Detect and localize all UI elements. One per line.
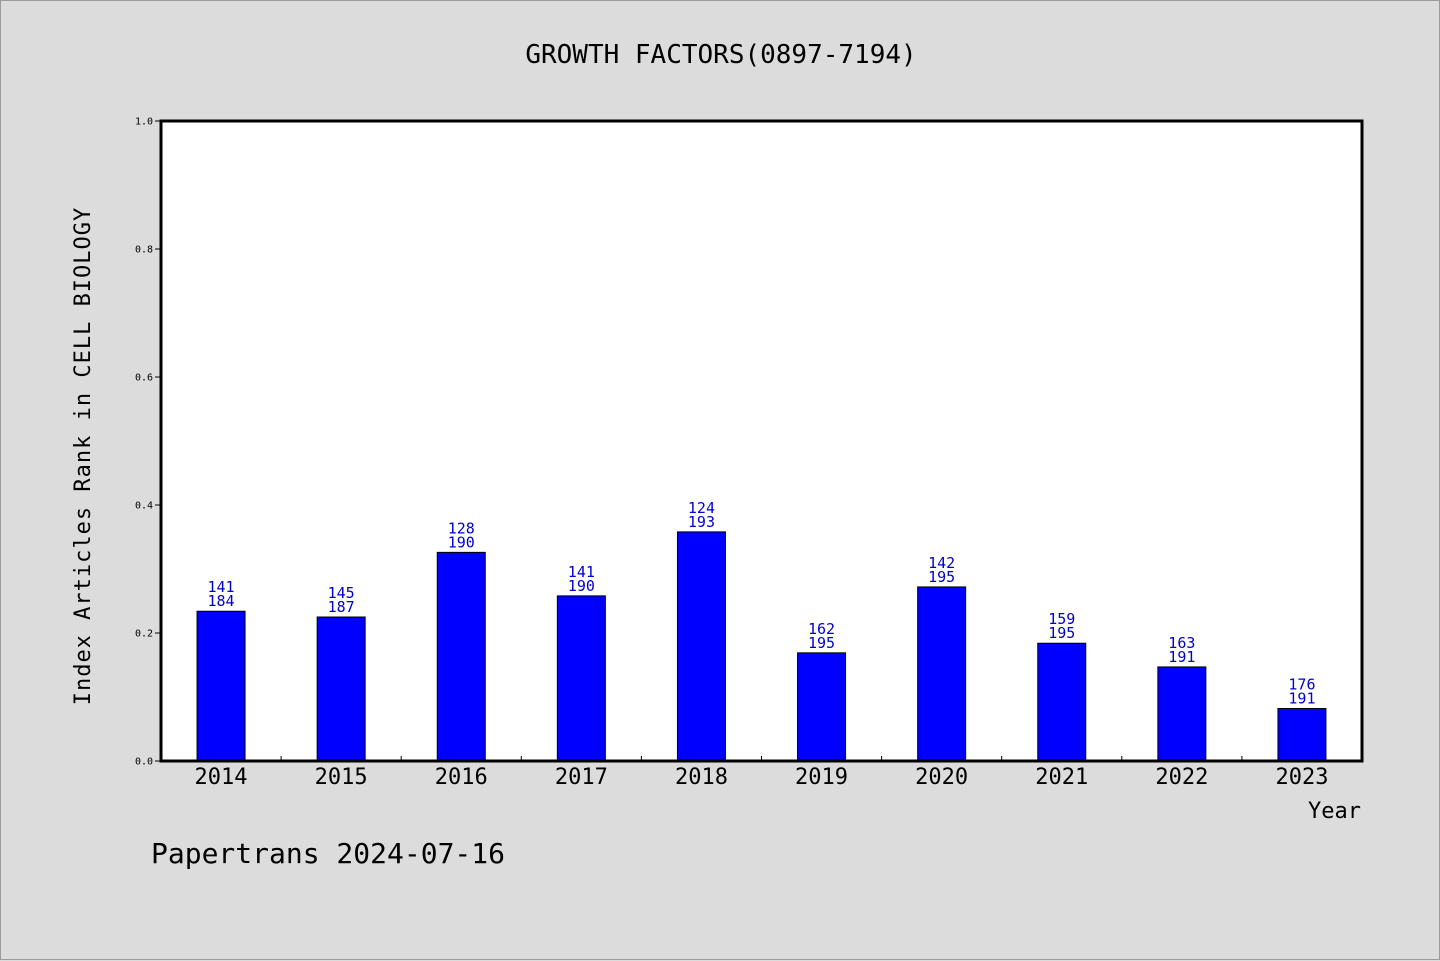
chart-title: GROWTH FACTORS(0897-7194) [525,40,916,70]
x-tick-label: 2015 [315,765,368,790]
x-tick-label: 2019 [795,765,848,790]
total-label: 193 [688,513,715,531]
total-label: 184 [208,592,235,610]
bar [1277,708,1327,762]
total-label: 187 [328,598,355,616]
bar [1157,666,1207,762]
y-tick-label: 0.2 [135,629,153,640]
total-label: 191 [1168,648,1195,666]
total-label: 191 [1288,690,1315,708]
rank-label: 163 [1168,634,1195,652]
footer-credit: Papertrans 2024-07-16 [151,837,505,870]
bar [917,586,967,762]
x-tick-label: 2021 [1035,765,1088,790]
y-axis-label: Index Articles Rank in CELL BIOLOGY [71,207,96,706]
x-tick-label: 2023 [1275,765,1328,790]
rank-label: 159 [1048,610,1075,628]
bar [316,616,366,762]
y-axis-ticks: 0.0 0.2 0.4 0.6 0.8 1.0 [135,117,161,768]
y-tick-label: 0.6 [135,373,153,384]
bar [797,652,847,762]
bar [196,610,246,762]
x-tick-label: 2016 [435,765,488,790]
rank-label: 176 [1288,676,1315,694]
y-tick-label: 0.8 [135,245,153,256]
total-label: 195 [928,568,955,586]
x-axis-label: Year [1308,799,1361,824]
rank-label: 128 [448,519,475,537]
x-axis-ticks: 2014 2015 2016 2017 2018 2019 2020 2021 2022 2023 [195,756,1328,790]
x-tick-label: 2014 [195,765,248,790]
total-label: 190 [448,533,475,551]
bar [1037,642,1087,762]
rank-label: 142 [928,554,955,572]
y-tick-label: 1.0 [135,117,153,128]
total-label: 195 [1048,624,1075,642]
bar [556,595,606,762]
bar [676,531,726,762]
rank-label: 162 [808,620,835,638]
bar [436,551,486,762]
x-tick-label: 2022 [1155,765,1208,790]
x-tick-label: 2017 [555,765,608,790]
x-tick-label: 2020 [915,765,968,790]
rank-label: 141 [208,578,235,596]
rank-label: 145 [328,584,355,602]
rank-label: 141 [568,563,595,581]
plot-border [159,119,1364,763]
rank-label: 124 [688,499,715,517]
total-label: 190 [568,577,595,595]
y-tick-label: 0.4 [135,501,153,512]
total-label: 195 [808,634,835,652]
x-tick-label: 2018 [675,765,728,790]
y-tick-label: 0.0 [135,757,153,768]
